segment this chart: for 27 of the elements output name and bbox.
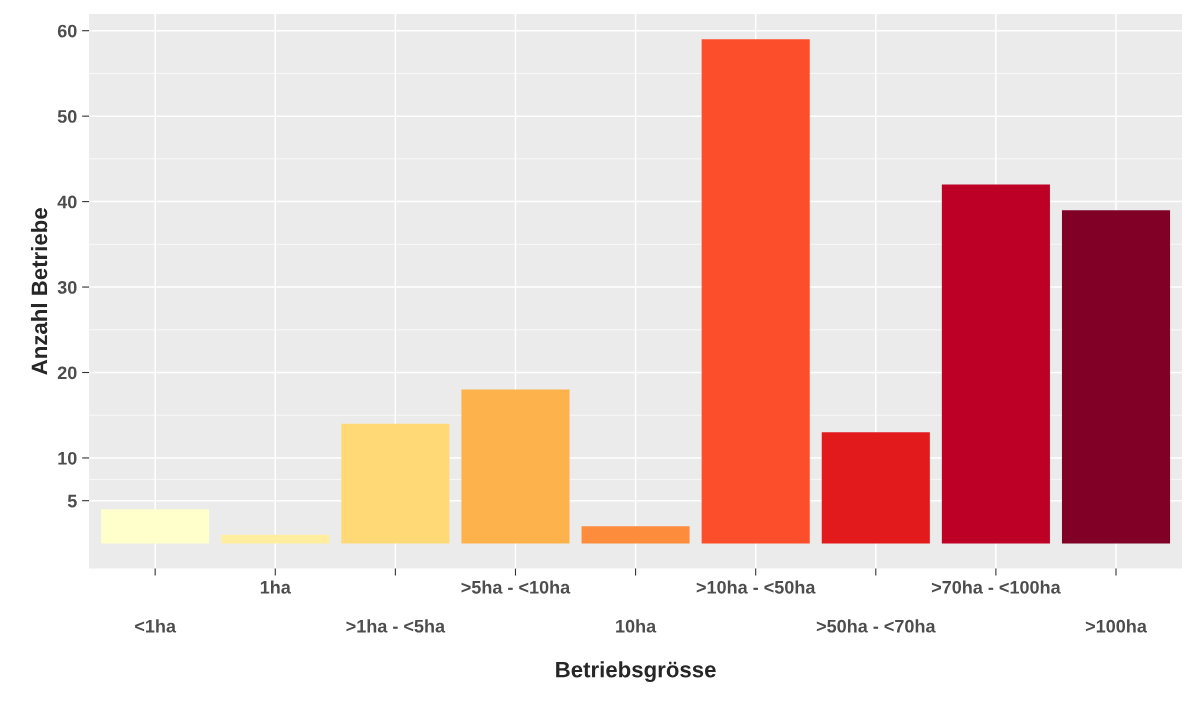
- y-tick-label: 20: [57, 366, 77, 380]
- bar: [701, 39, 810, 544]
- x-tick-label: >50ha - <70ha: [816, 619, 936, 633]
- bar: [941, 184, 1050, 544]
- x-tick-label: <1ha: [135, 619, 177, 633]
- x-tick-label: >100ha: [1085, 619, 1147, 633]
- x-axis-title: Betriebsgrösse: [556, 661, 716, 682]
- bar: [821, 432, 930, 544]
- y-tick-label: 30: [57, 280, 77, 294]
- bar: [581, 526, 690, 544]
- bar: [461, 389, 570, 544]
- y-tick-label: 40: [57, 195, 77, 209]
- x-tick-label: >70ha - <100ha: [931, 580, 1061, 594]
- x-tick-label: >1ha - <5ha: [346, 619, 446, 633]
- x-tick-label: 10ha: [616, 619, 657, 633]
- x-tick-label: >10ha - <50ha: [696, 580, 816, 594]
- bar: [341, 423, 450, 544]
- y-tick-label: 10: [58, 451, 77, 465]
- y-axis-title: Anzahl Betriebe: [30, 208, 48, 375]
- y-tick-label: 50: [57, 110, 77, 123]
- x-tick-label: >5ha - <10ha: [461, 580, 571, 594]
- y-tick-label: 5: [67, 494, 77, 508]
- y-tick-label: 60: [57, 24, 77, 38]
- bar: [1061, 210, 1171, 544]
- bar: [221, 534, 330, 544]
- bar: [101, 509, 210, 544]
- x-tick-label: 1ha: [260, 580, 291, 594]
